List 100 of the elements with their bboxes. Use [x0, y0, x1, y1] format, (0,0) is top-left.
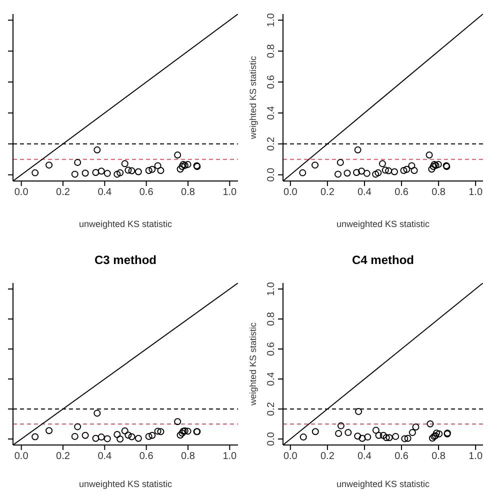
point — [378, 160, 386, 168]
point — [354, 146, 362, 154]
point — [98, 168, 105, 175]
point — [436, 430, 443, 438]
point — [114, 170, 121, 178]
point — [82, 170, 89, 177]
point — [148, 166, 156, 173]
point — [408, 162, 416, 170]
point — [374, 169, 382, 176]
point — [358, 168, 366, 175]
point — [358, 434, 366, 442]
point — [154, 428, 162, 435]
point — [426, 152, 433, 159]
point — [157, 166, 164, 174]
x-tick-label: 0.2 — [56, 451, 70, 462]
y-tick-label: 0.6 — [266, 74, 277, 89]
x-axis-title: unweighted KS statistic — [336, 479, 430, 489]
x-tick-label: 0.0 — [14, 187, 29, 198]
point — [116, 169, 124, 176]
x-tick-label: 0.4 — [98, 451, 112, 462]
point — [92, 168, 100, 176]
point — [300, 434, 307, 441]
point — [74, 423, 82, 430]
point — [145, 166, 152, 174]
y-tick-label: 1.0 — [266, 282, 277, 296]
point — [71, 170, 78, 178]
point — [382, 166, 389, 174]
point — [312, 162, 319, 169]
point — [114, 431, 121, 438]
point — [121, 160, 128, 168]
x-tick-label: 0.6 — [139, 187, 154, 198]
x-tick-label: 1.0 — [468, 187, 483, 198]
point — [335, 430, 342, 437]
x-tick-label: 0.2 — [320, 187, 335, 198]
y-tick-label: 0.8 — [266, 44, 277, 58]
point — [104, 170, 111, 177]
point — [390, 168, 398, 176]
point — [124, 432, 132, 439]
chart-title: C3 method — [93, 253, 158, 267]
y-tick-label: 1.0 — [266, 12, 277, 28]
point — [386, 434, 393, 442]
point — [428, 166, 436, 173]
point — [344, 170, 351, 177]
point — [336, 158, 344, 166]
point — [176, 432, 184, 439]
point — [382, 434, 390, 442]
point — [104, 435, 111, 442]
chart-title: C4 method — [350, 253, 415, 267]
x-tick-label: 0.8 — [432, 187, 446, 198]
x-tick-label: 0.8 — [181, 451, 196, 462]
point — [428, 434, 436, 442]
x-tick-label: 0.6 — [139, 451, 154, 462]
y-tick-label: 0.8 — [266, 312, 277, 326]
point — [116, 436, 124, 442]
point — [128, 167, 136, 174]
point — [410, 166, 418, 174]
y-tick-label: 0.2 — [266, 402, 277, 416]
x-tick-label: 0.0 — [14, 451, 29, 462]
point — [404, 434, 412, 442]
point — [184, 428, 192, 435]
x-tick-label: 0.8 — [432, 451, 446, 462]
point — [375, 432, 382, 439]
point — [403, 166, 410, 173]
point — [46, 427, 53, 434]
point — [355, 408, 362, 416]
x-tick-label: 1.0 — [468, 451, 483, 462]
point — [94, 410, 101, 417]
point — [71, 432, 78, 440]
point — [94, 146, 101, 154]
y-axis-title: weighted KS statistic — [248, 55, 258, 140]
point — [174, 152, 182, 159]
point — [148, 432, 156, 439]
y-tick-label: 0.6 — [266, 342, 277, 356]
point — [154, 162, 162, 170]
point — [363, 170, 370, 177]
x-tick-label: 0.4 — [98, 187, 112, 198]
x-tick-label: 0.4 — [358, 451, 372, 462]
y-axis-title: weighted KS statistic — [248, 322, 258, 407]
point — [380, 432, 387, 439]
point — [401, 435, 408, 442]
point — [344, 429, 352, 436]
point — [299, 169, 306, 176]
point — [430, 162, 437, 170]
point — [372, 170, 380, 178]
x-tick-label: 0.6 — [394, 451, 409, 462]
point — [74, 158, 82, 166]
point — [178, 430, 186, 437]
point — [46, 162, 53, 169]
x-tick-label: 0.2 — [320, 451, 335, 462]
point — [408, 429, 416, 436]
point — [121, 427, 128, 434]
point — [334, 170, 342, 178]
point — [353, 168, 360, 176]
x-tick-label: 0.6 — [394, 187, 409, 198]
y-tick-label: 0.0 — [266, 167, 277, 182]
x-axis-title: unweighted KS statistic — [78, 219, 173, 229]
x-tick-label: 1.0 — [222, 187, 238, 198]
point — [157, 428, 164, 436]
point — [98, 434, 105, 441]
x-tick-label: 1.0 — [222, 451, 238, 462]
